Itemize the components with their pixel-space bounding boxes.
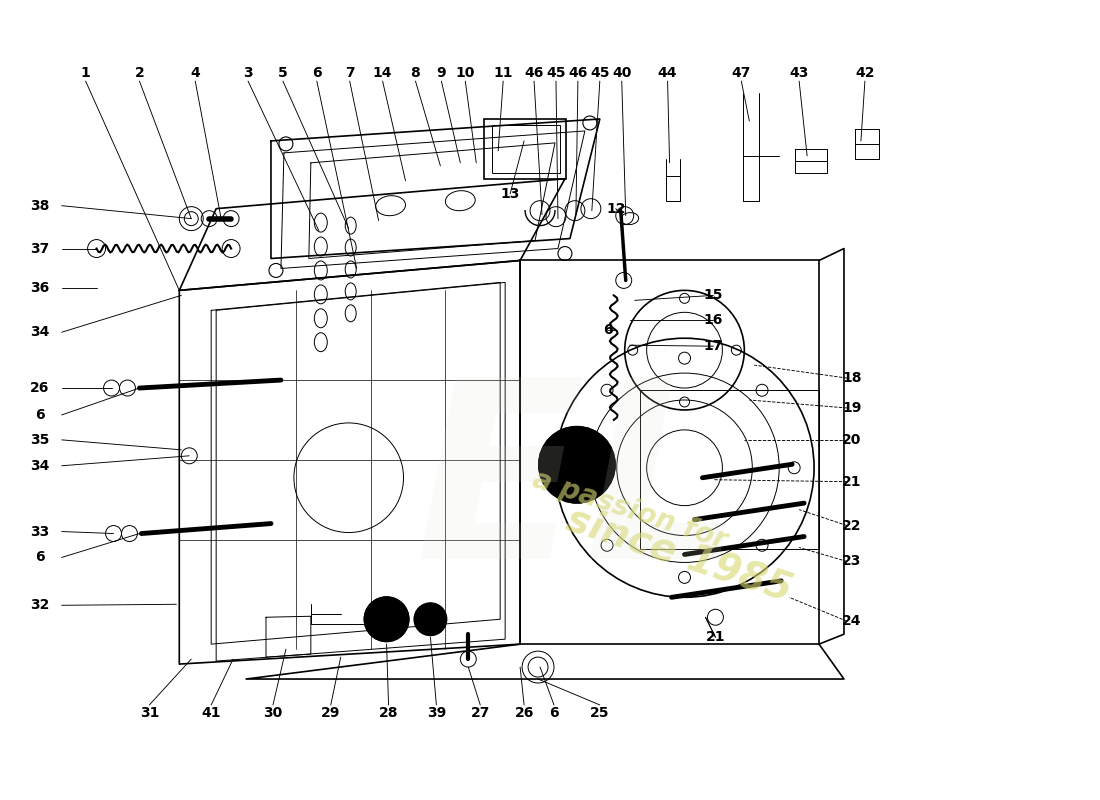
Text: 1: 1 (80, 66, 90, 80)
Text: 23: 23 (843, 554, 861, 569)
Text: 6: 6 (603, 323, 613, 338)
Text: 18: 18 (843, 371, 861, 385)
Text: 27: 27 (471, 706, 490, 720)
Text: 40: 40 (612, 66, 631, 80)
Text: since 1985: since 1985 (562, 500, 798, 609)
Text: 6: 6 (35, 550, 45, 565)
Text: 39: 39 (427, 706, 446, 720)
Circle shape (539, 427, 615, 502)
Text: 7: 7 (345, 66, 354, 80)
Text: 42: 42 (855, 66, 875, 80)
Text: 12: 12 (606, 202, 626, 216)
Text: 3: 3 (243, 66, 253, 80)
Text: 32: 32 (30, 598, 50, 612)
Text: 41: 41 (201, 706, 221, 720)
Text: 35: 35 (30, 433, 50, 447)
Text: 4: 4 (190, 66, 200, 80)
Text: 26: 26 (515, 706, 534, 720)
Text: 16: 16 (704, 314, 723, 327)
Text: 38: 38 (30, 198, 50, 213)
Circle shape (415, 603, 447, 635)
Text: 37: 37 (30, 242, 50, 255)
Text: 21: 21 (843, 474, 861, 489)
Text: 10: 10 (455, 66, 475, 80)
Text: 22: 22 (843, 518, 861, 533)
Text: 30: 30 (263, 706, 283, 720)
Bar (484, 119, 565, 178)
Text: 17: 17 (704, 339, 723, 353)
Text: a passion for: a passion for (529, 465, 730, 554)
Text: 14: 14 (373, 66, 393, 80)
Text: 45: 45 (547, 66, 565, 80)
Text: 5: 5 (278, 66, 288, 80)
Bar (492, 125, 560, 173)
Text: 26: 26 (30, 381, 50, 395)
Text: 45: 45 (590, 66, 609, 80)
Text: 13: 13 (500, 186, 520, 201)
Text: 2: 2 (134, 66, 144, 80)
Text: 33: 33 (30, 525, 50, 538)
Text: 36: 36 (30, 282, 50, 295)
Text: 47: 47 (732, 66, 751, 80)
Text: 34: 34 (30, 458, 50, 473)
Text: 19: 19 (843, 401, 861, 415)
Text: EL: EL (415, 369, 745, 610)
Text: 6: 6 (312, 66, 321, 80)
Circle shape (364, 598, 408, 641)
Text: 44: 44 (658, 66, 678, 80)
Text: 29: 29 (321, 706, 341, 720)
Text: 24: 24 (843, 614, 861, 628)
Text: 46: 46 (569, 66, 587, 80)
Text: 11: 11 (494, 66, 513, 80)
Text: 46: 46 (525, 66, 543, 80)
Text: 6: 6 (35, 408, 45, 422)
Text: 21: 21 (706, 630, 725, 644)
Text: 28: 28 (378, 706, 398, 720)
Text: 15: 15 (704, 288, 723, 302)
Text: 34: 34 (30, 326, 50, 339)
Text: 43: 43 (790, 66, 808, 80)
Text: 8: 8 (410, 66, 420, 80)
Text: 20: 20 (843, 433, 861, 447)
Text: 31: 31 (140, 706, 159, 720)
Text: 9: 9 (437, 66, 447, 80)
Text: 6: 6 (549, 706, 559, 720)
Text: 25: 25 (590, 706, 609, 720)
